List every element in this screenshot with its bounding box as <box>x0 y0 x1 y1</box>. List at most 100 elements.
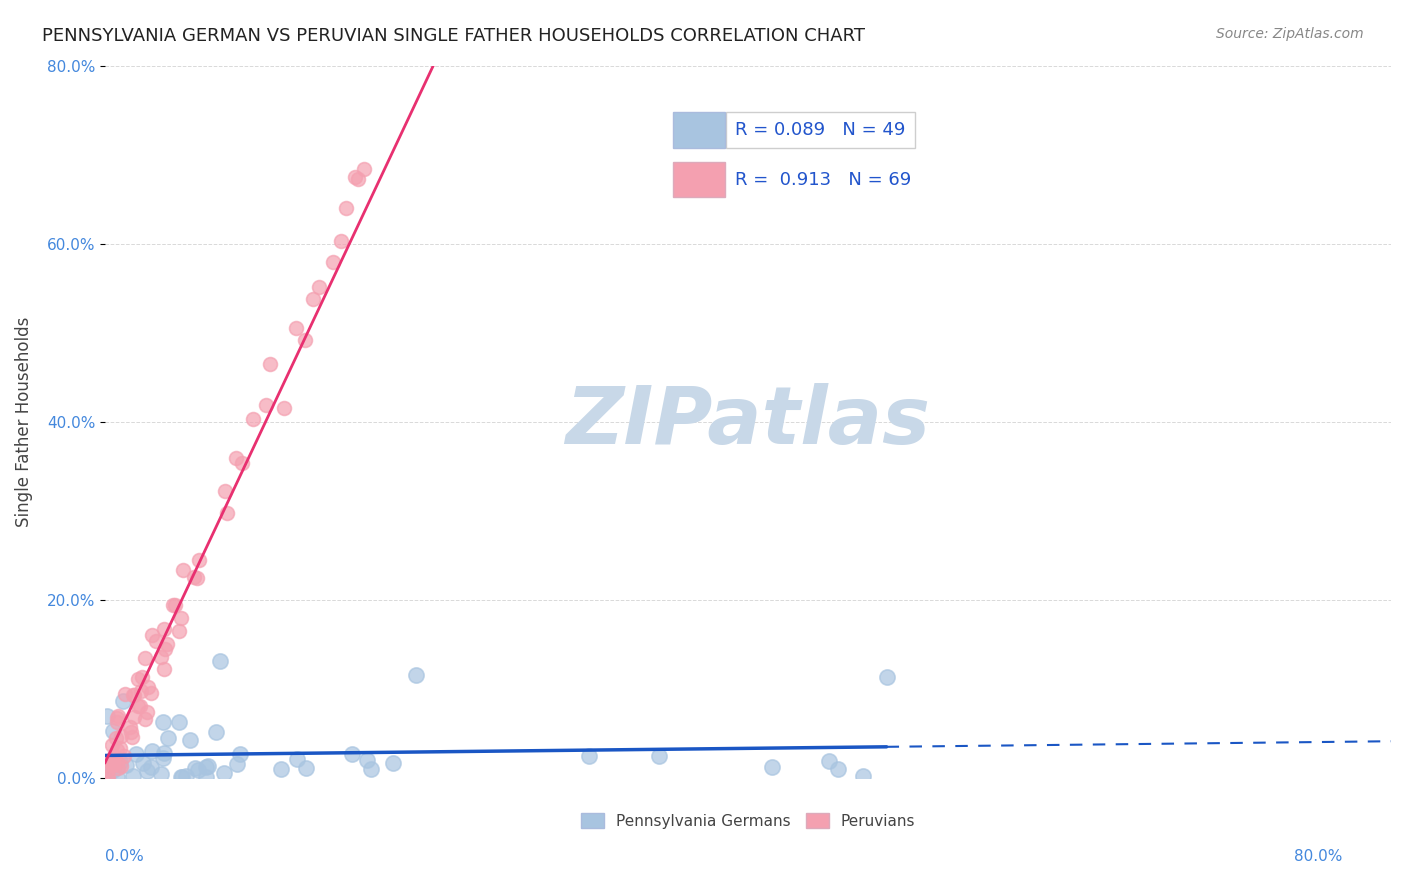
Point <box>284 321 307 335</box>
Point <box>648 749 671 764</box>
Point <box>273 401 295 415</box>
Point <box>295 762 318 776</box>
Point <box>108 740 131 755</box>
Point <box>114 687 136 701</box>
Point <box>170 611 193 625</box>
Point <box>322 255 344 269</box>
Legend: Pennsylvania Germans, Peruvians: Pennsylvania Germans, Peruvians <box>575 806 921 835</box>
Point <box>101 758 124 772</box>
Point <box>118 720 141 734</box>
Point <box>110 759 132 773</box>
Point <box>149 767 172 781</box>
Point <box>346 172 368 186</box>
Point <box>194 760 217 774</box>
Point <box>214 483 236 498</box>
Point <box>294 333 316 347</box>
Point <box>101 763 124 777</box>
Point <box>205 725 228 739</box>
Point <box>184 761 207 775</box>
Point <box>179 732 201 747</box>
Point <box>107 761 129 775</box>
Point <box>242 412 264 426</box>
Point <box>231 456 253 470</box>
Text: 0.0%: 0.0% <box>105 849 145 863</box>
FancyBboxPatch shape <box>673 112 725 147</box>
Point <box>127 672 149 686</box>
Point <box>208 654 231 668</box>
Point <box>344 170 367 185</box>
Point <box>254 398 277 412</box>
Point <box>141 744 163 758</box>
Point <box>170 770 193 784</box>
Point <box>121 769 143 783</box>
Point <box>156 731 179 746</box>
Point <box>125 747 148 761</box>
Point <box>287 752 309 766</box>
Point <box>121 730 143 744</box>
Point <box>139 686 162 700</box>
Point <box>197 759 219 773</box>
Point <box>110 729 132 743</box>
Point <box>360 762 382 776</box>
Point <box>136 680 159 694</box>
Point <box>112 749 135 764</box>
Point <box>145 633 167 648</box>
Point <box>153 623 176 637</box>
Point <box>96 763 118 777</box>
Point <box>356 753 378 767</box>
Point <box>155 637 177 651</box>
Point <box>141 628 163 642</box>
Point <box>217 507 239 521</box>
Point <box>187 764 209 778</box>
Point <box>131 756 153 771</box>
Point <box>165 598 187 612</box>
Point <box>381 756 404 770</box>
Point <box>121 725 143 739</box>
Point <box>270 762 292 776</box>
Point <box>105 714 128 729</box>
Point <box>167 624 190 638</box>
Point <box>101 738 124 752</box>
Point <box>172 563 194 577</box>
Point <box>152 751 174 765</box>
Point <box>153 642 176 657</box>
Point <box>121 688 143 702</box>
Point <box>96 758 118 772</box>
Point <box>153 747 176 761</box>
Point <box>225 756 247 771</box>
Point <box>183 569 205 583</box>
Point <box>308 280 330 294</box>
Text: Source: ZipAtlas.com: Source: ZipAtlas.com <box>1216 27 1364 41</box>
Point <box>96 770 118 784</box>
Point <box>134 651 156 665</box>
Point <box>186 570 208 584</box>
Point <box>876 670 898 684</box>
Point <box>107 709 129 723</box>
Point <box>107 755 129 769</box>
Point <box>135 764 157 778</box>
Point <box>107 770 129 784</box>
Point <box>353 162 375 177</box>
Point <box>761 760 783 774</box>
Point <box>259 357 281 371</box>
Point <box>174 769 197 783</box>
Point <box>105 711 128 725</box>
Point <box>105 743 128 757</box>
Point <box>162 598 184 612</box>
Point <box>129 699 152 714</box>
Point <box>340 747 363 761</box>
Text: PENNSYLVANIA GERMAN VS PERUVIAN SINGLE FATHER HOUSEHOLDS CORRELATION CHART: PENNSYLVANIA GERMAN VS PERUVIAN SINGLE F… <box>42 27 865 45</box>
Point <box>228 747 250 762</box>
Point <box>818 754 841 768</box>
Point <box>111 694 134 708</box>
Point <box>105 731 128 746</box>
Point <box>134 712 156 726</box>
Point <box>330 234 353 248</box>
Point <box>98 754 121 768</box>
Point <box>167 714 190 729</box>
Point <box>136 705 159 719</box>
Point <box>139 760 162 774</box>
Point <box>302 292 325 306</box>
Point <box>827 762 849 776</box>
Point <box>172 770 194 784</box>
